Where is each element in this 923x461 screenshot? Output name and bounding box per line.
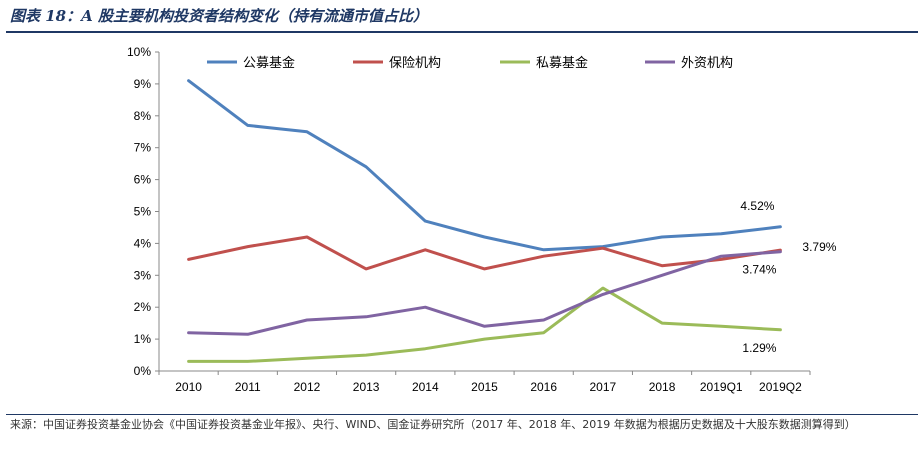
x-tick-label: 2010 bbox=[175, 380, 202, 394]
series-line-3 bbox=[187, 286, 782, 363]
x-tick-label: 2014 bbox=[412, 380, 439, 394]
y-tick-label: 7% bbox=[134, 141, 152, 155]
series-line-2 bbox=[187, 235, 782, 271]
x-tick-label: 2018 bbox=[649, 380, 676, 394]
x-tick-label: 2015 bbox=[471, 380, 498, 394]
legend-label: 公募基金 bbox=[243, 55, 295, 71]
series-line-4 bbox=[187, 250, 782, 336]
x-tick-label: 2019Q2 bbox=[759, 380, 802, 394]
source-rule bbox=[6, 414, 918, 415]
legend-label: 外资机构 bbox=[681, 56, 733, 71]
data-label: 3.74% bbox=[742, 263, 776, 277]
x-tick-label: 2019Q1 bbox=[700, 380, 743, 394]
y-tick-label: 0% bbox=[134, 364, 152, 378]
x-tick-label: 2017 bbox=[590, 380, 617, 394]
legend-label: 保险机构 bbox=[389, 56, 441, 71]
data-label: 4.52% bbox=[740, 199, 774, 213]
y-tick-label: 9% bbox=[134, 77, 152, 91]
title-rule bbox=[6, 31, 918, 33]
source-note: 来源：中国证券投资基金业协会《中国证券投资基金业年报》、央行、WIND、国金证券… bbox=[10, 418, 856, 431]
x-tick-label: 2013 bbox=[353, 380, 380, 394]
y-tick-label: 2% bbox=[134, 300, 152, 314]
y-tick-label: 8% bbox=[134, 109, 152, 123]
chart-title: 图表 18：A 股主要机构投资者结构变化（持有流通市值占比） bbox=[10, 7, 428, 25]
y-tick-label: 1% bbox=[134, 332, 152, 346]
data-label: 1.29% bbox=[742, 341, 776, 355]
y-tick-label: 5% bbox=[134, 205, 152, 219]
y-tick-label: 4% bbox=[134, 236, 152, 250]
line-chart: 0% 1% 2% 3% 4% 5% 6% 7% 8% 9% 10% 2010 2011 2012 2013 2… bbox=[127, 45, 837, 394]
y-tick-label: 6% bbox=[134, 173, 152, 187]
x-tick-label: 2011 bbox=[235, 380, 261, 394]
x-tick-label: 2016 bbox=[530, 380, 557, 394]
y-tick-label: 3% bbox=[134, 268, 152, 282]
series-line-1 bbox=[187, 79, 782, 252]
y-tick-label: 10% bbox=[127, 45, 151, 59]
legend-label: 私募基金 bbox=[536, 55, 588, 71]
x-tick-label: 2012 bbox=[294, 380, 321, 394]
data-label: 3.79% bbox=[802, 240, 836, 254]
